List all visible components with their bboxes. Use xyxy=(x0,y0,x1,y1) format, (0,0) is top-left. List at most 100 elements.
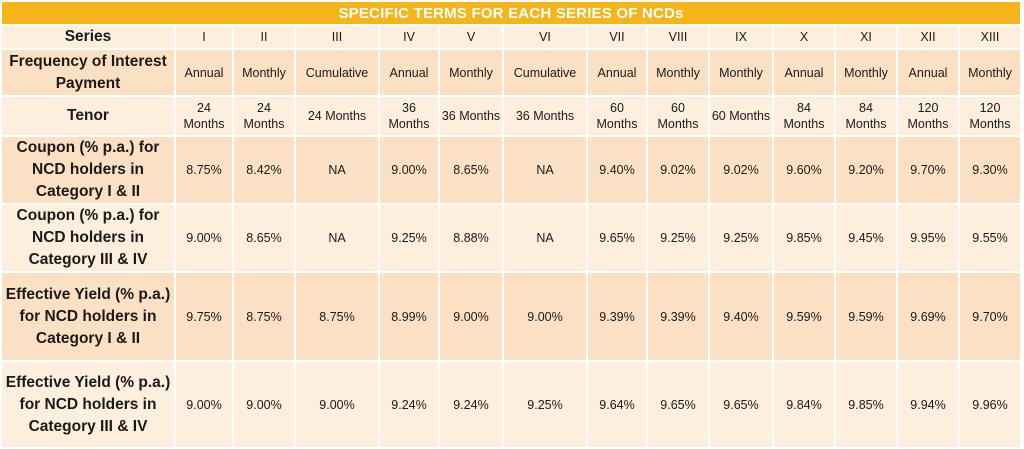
table-cell: 24 Months xyxy=(296,97,380,137)
table-title: SPECIFIC TERMS FOR EACH SERIES OF NCDs xyxy=(2,2,1023,26)
table-cell: 9.00% xyxy=(504,273,588,362)
row-header-coupon-cat-3-4: Coupon (% p.a.) for NCD holders in Categ… xyxy=(2,205,176,273)
table-cell: NA xyxy=(504,137,588,205)
table-cell: 36 Months xyxy=(504,97,588,137)
table-cell: 9.02% xyxy=(648,137,710,205)
table-row-coupon-cat-1-2: Coupon (% p.a.) for NCD holders in Categ… xyxy=(2,137,1023,205)
table-cell: NA xyxy=(296,137,380,205)
table-cell: IX xyxy=(710,26,774,50)
table-cell: 9.65% xyxy=(710,362,774,449)
table-row-yield-cat-1-2: Effective Yield (% p.a.) for NCD holders… xyxy=(2,273,1023,362)
table-cell: 36 Months xyxy=(380,97,440,137)
table-cell: 120 Months xyxy=(960,97,1023,137)
table-cell: 120 Months xyxy=(898,97,960,137)
table-cell: Monthly xyxy=(440,50,504,97)
table-cell: 9.84% xyxy=(774,362,836,449)
table-cell: XIII xyxy=(960,26,1023,50)
table-cell: 60 Months xyxy=(710,97,774,137)
table-cell: Monthly xyxy=(836,50,898,97)
table-cell: 9.00% xyxy=(380,137,440,205)
table-cell: 9.24% xyxy=(380,362,440,449)
table-row-coupon-cat-3-4: Coupon (% p.a.) for NCD holders in Categ… xyxy=(2,205,1023,273)
table-cell: 9.00% xyxy=(176,205,234,273)
table-cell: 84 Months xyxy=(836,97,898,137)
table-cell: I xyxy=(176,26,234,50)
table-cell: 8.75% xyxy=(176,137,234,205)
table-cell: 84 Months xyxy=(774,97,836,137)
table-cell: Monthly xyxy=(710,50,774,97)
table-cell: Annual xyxy=(380,50,440,97)
table-cell: Cumulative xyxy=(504,50,588,97)
table-cell: 60 Months xyxy=(648,97,710,137)
table-cell: 24 Months xyxy=(234,97,296,137)
table-row-yield-cat-3-4: Effective Yield (% p.a.) for NCD holders… xyxy=(2,362,1023,449)
table-cell: VI xyxy=(504,26,588,50)
table-cell: 9.85% xyxy=(774,205,836,273)
table-cell: Annual xyxy=(588,50,648,97)
table-cell: 9.85% xyxy=(836,362,898,449)
table-cell: 8.65% xyxy=(234,205,296,273)
table-cell: 9.55% xyxy=(960,205,1023,273)
table-cell: 9.70% xyxy=(960,273,1023,362)
table-cell: 8.99% xyxy=(380,273,440,362)
table-cell: 9.00% xyxy=(440,273,504,362)
table-cell: 9.95% xyxy=(898,205,960,273)
table-cell: 9.39% xyxy=(588,273,648,362)
table-cell: Annual xyxy=(774,50,836,97)
table-cell: XI xyxy=(836,26,898,50)
table-cell: X xyxy=(774,26,836,50)
table-cell: 8.65% xyxy=(440,137,504,205)
row-header-yield-cat-3-4: Effective Yield (% p.a.) for NCD holders… xyxy=(2,362,176,449)
table-cell: 9.00% xyxy=(296,362,380,449)
table-cell: NA xyxy=(504,205,588,273)
table-cell: 9.25% xyxy=(380,205,440,273)
table-row-frequency: Frequency of Interest Payment Annual Mon… xyxy=(2,50,1023,97)
row-header-tenor: Tenor xyxy=(2,97,176,137)
table-cell: 9.64% xyxy=(588,362,648,449)
table-cell: 9.00% xyxy=(234,362,296,449)
table-cell: IV xyxy=(380,26,440,50)
table-cell: VII xyxy=(588,26,648,50)
table-row-tenor: Tenor 24 Months 24 Months 24 Months 36 M… xyxy=(2,97,1023,137)
table-cell: Monthly xyxy=(648,50,710,97)
table-cell: 9.75% xyxy=(176,273,234,362)
table-cell: 9.25% xyxy=(648,205,710,273)
table-cell: 9.30% xyxy=(960,137,1023,205)
table-cell: Cumulative xyxy=(296,50,380,97)
table-cell: 8.42% xyxy=(234,137,296,205)
table-cell: II xyxy=(234,26,296,50)
table-cell: 9.65% xyxy=(648,362,710,449)
table-cell: 9.40% xyxy=(588,137,648,205)
table-cell: 9.70% xyxy=(898,137,960,205)
table-cell: 9.24% xyxy=(440,362,504,449)
table-cell: 9.39% xyxy=(648,273,710,362)
table-cell: 9.59% xyxy=(774,273,836,362)
table-cell: Annual xyxy=(898,50,960,97)
table-cell: Monthly xyxy=(234,50,296,97)
row-header-frequency: Frequency of Interest Payment xyxy=(2,50,176,97)
table-row-series: Series I II III IV V VI VII VIII IX X XI… xyxy=(2,26,1023,50)
table-cell: V xyxy=(440,26,504,50)
row-header-series: Series xyxy=(2,26,176,50)
table-cell: Monthly xyxy=(960,50,1023,97)
table-cell: 60 Months xyxy=(588,97,648,137)
table-cell: III xyxy=(296,26,380,50)
table-cell: NA xyxy=(296,205,380,273)
table-cell: 8.75% xyxy=(296,273,380,362)
table-cell: 9.59% xyxy=(836,273,898,362)
table-cell: 9.60% xyxy=(774,137,836,205)
table-cell: 9.25% xyxy=(710,205,774,273)
table-cell: 9.00% xyxy=(176,362,234,449)
table-cell: 9.25% xyxy=(504,362,588,449)
table-cell: 9.40% xyxy=(710,273,774,362)
table-cell: XII xyxy=(898,26,960,50)
table-cell: Annual xyxy=(176,50,234,97)
table-cell: VIII xyxy=(648,26,710,50)
table-cell: 36 Months xyxy=(440,97,504,137)
row-header-coupon-cat-1-2: Coupon (% p.a.) for NCD holders in Categ… xyxy=(2,137,176,205)
table-cell: 9.02% xyxy=(710,137,774,205)
row-header-yield-cat-1-2: Effective Yield (% p.a.) for NCD holders… xyxy=(2,273,176,362)
table-cell: 8.88% xyxy=(440,205,504,273)
